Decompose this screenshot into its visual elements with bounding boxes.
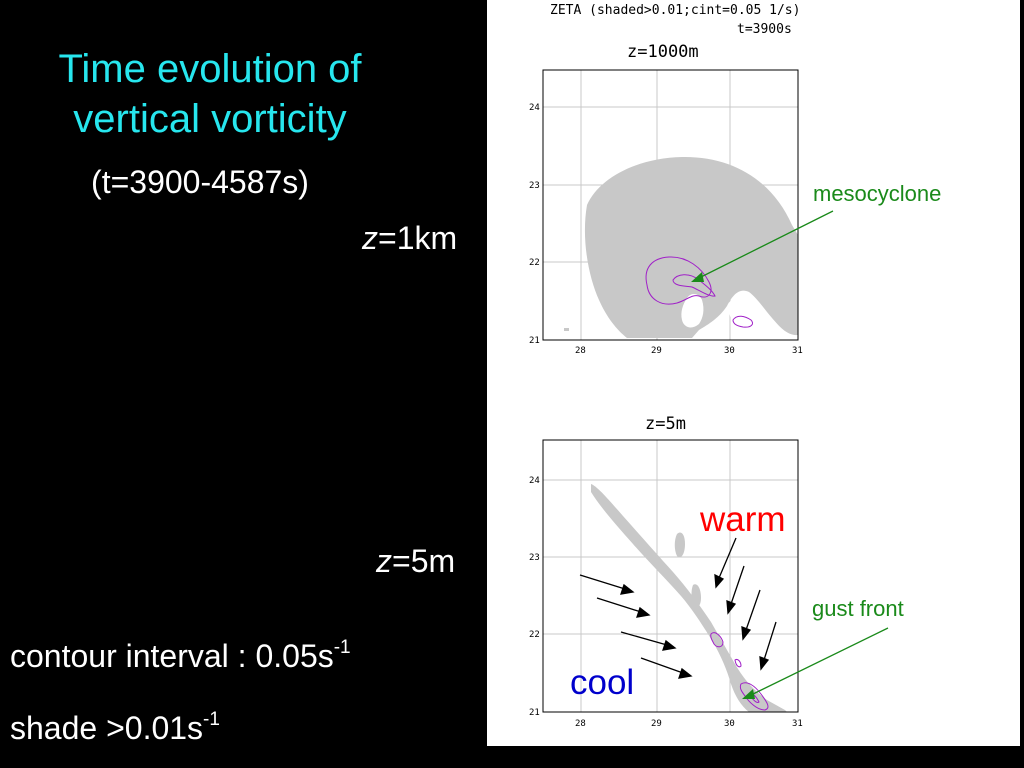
cool-arrow-3: [620, 631, 677, 651]
top-shade-speck: [564, 328, 569, 331]
top-ytick-24: 24: [529, 103, 540, 113]
contour-interval-note: contour interval : 0.05s-1: [10, 636, 351, 676]
bottom-plot-frame: [542, 439, 799, 713]
bottom-ytick-23: 23: [529, 553, 540, 563]
top-xtick-28: 28: [575, 346, 586, 356]
cool-arrow-1: [579, 574, 635, 595]
cool-arrow-4: [640, 657, 693, 679]
shade-threshold-note: shade >0.01s-1: [10, 708, 220, 748]
top-xtick-30: 30: [724, 346, 735, 356]
contour-text: contour interval : 0.05s: [10, 638, 334, 674]
top-plot-frame: [542, 69, 799, 341]
top-contour-outer: [645, 256, 712, 305]
bottom-xtick-31: 31: [792, 719, 803, 729]
bottom-shade-blob-2: [691, 584, 701, 607]
title-line-2: vertical vorticity: [73, 97, 347, 141]
bottom-xtick-30: 30: [724, 719, 735, 729]
bottom-plot: 24 23 22 21 28 29 30 31: [529, 439, 889, 729]
top-shade-hole-1: [681, 294, 704, 328]
warm-arrow-4: [759, 621, 777, 671]
warm-arrow-3: [741, 589, 761, 641]
warm-arrow-1: [714, 537, 737, 589]
z1-var: z: [362, 220, 378, 256]
figure-header-line1: ZETA (shaded>0.01;cint=0.05 1/s): [550, 3, 800, 18]
bottom-xtick-29: 29: [651, 719, 662, 729]
bottom-plot-title: z=5m: [645, 414, 686, 434]
z2-var: z: [376, 543, 392, 579]
top-ytick-23: 23: [529, 181, 540, 191]
shade-text: shade >0.01s: [10, 710, 204, 746]
warm-label: warm: [700, 500, 786, 539]
bottom-shaded-band: [591, 484, 787, 712]
warm-arrow-2: [726, 565, 745, 615]
shade-exponent: -1: [203, 709, 220, 730]
gust-front-arrow: [748, 627, 889, 697]
z-1km-label: z=1km: [362, 218, 457, 258]
top-ytick-21: 21: [529, 336, 540, 346]
bottom-ytick-22: 22: [529, 630, 540, 640]
gust-front-arrowhead: [742, 689, 755, 699]
bottom-ytick-24: 24: [529, 476, 540, 486]
top-plot: 24 23 22 21 28 29 30 31: [529, 69, 834, 356]
figure-header-line2: t=3900s: [737, 22, 792, 37]
top-contour-inner: [672, 274, 716, 297]
bottom-xtick-28: 28: [575, 719, 586, 729]
top-xtick-31: 31: [792, 346, 803, 356]
cool-label: cool: [570, 663, 635, 702]
top-plot-title: z=1000m: [627, 42, 699, 62]
bottom-contour-3: [739, 682, 769, 711]
mesocyclone-arrow: [696, 210, 834, 280]
top-xtick-29: 29: [651, 346, 662, 356]
cool-arrow-2: [596, 597, 651, 618]
slide-subtitle: (t=3900-4587s): [91, 164, 309, 200]
bottom-ytick-21: 21: [529, 708, 540, 718]
mesocyclone-label: mesocyclone: [813, 181, 942, 206]
top-contour-small: [732, 315, 754, 328]
contour-exponent: -1: [333, 637, 351, 658]
bottom-contour-2: [734, 659, 742, 668]
top-ytick-22: 22: [529, 258, 540, 268]
figure-panel: ZETA (shaded>0.01;cint=0.05 1/s) t=3900s…: [487, 0, 1020, 746]
top-shaded-region: [584, 156, 798, 338]
bottom-shade-blob-1: [674, 532, 685, 558]
z1-value: =1km: [378, 220, 458, 256]
gust-front-label: gust front: [812, 596, 904, 621]
z2-value: =5m: [392, 543, 456, 579]
bottom-contour-1: [710, 632, 724, 648]
mesocyclone-arrowhead: [691, 272, 704, 282]
figure-svg: ZETA (shaded>0.01;cint=0.05 1/s) t=3900s…: [529, 3, 889, 729]
slide-title: Time evolution of vertical vorticity: [0, 44, 420, 144]
z-5m-label: z=5m: [376, 541, 455, 581]
title-line-1: Time evolution of: [58, 47, 362, 91]
